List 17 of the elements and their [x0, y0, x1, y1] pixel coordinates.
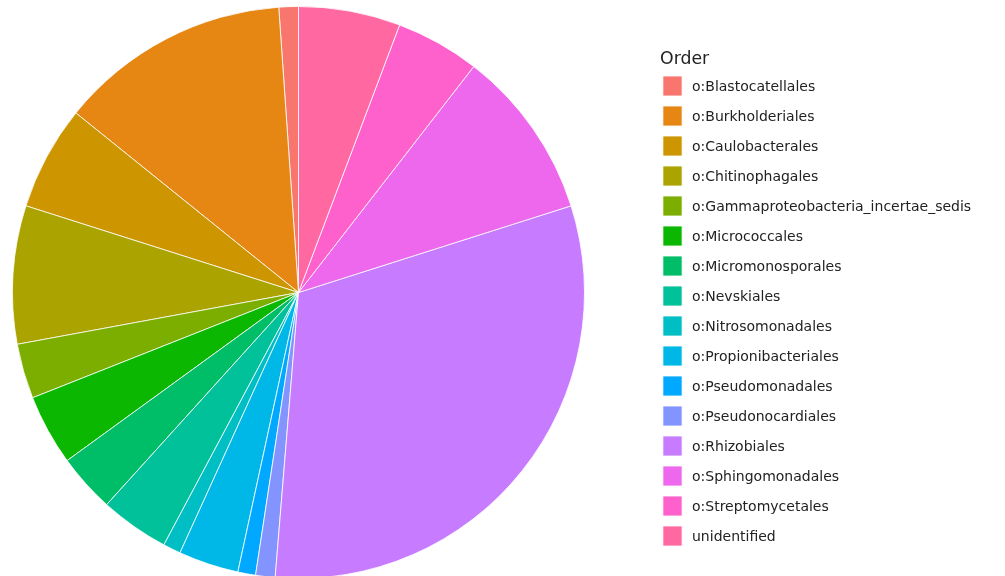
legend-label: o:Gammaproteobacteria_incertae_sedis	[692, 197, 972, 214]
legend-label: o:Propionibacteriales	[692, 347, 839, 364]
legend-label: o:Micrococcales	[692, 227, 803, 244]
legend-label: o:Chitinophagales	[692, 167, 819, 184]
legend-label: o:Pseudomonadales	[692, 377, 833, 394]
legend-label: o:Micromonosporales	[692, 257, 842, 274]
legend-label: o:Nitrosomonadales	[692, 317, 832, 334]
legend-label: o:Streptomycetales	[692, 497, 829, 514]
legend-label: o:Sphingomonadales	[692, 467, 840, 484]
legend-title: Order	[660, 48, 711, 68]
legend-label: o:Pseudonocardiales	[692, 407, 837, 424]
legend-label: o:Burkholderiales	[692, 107, 815, 124]
legend-label: unidentified	[692, 527, 776, 544]
legend-label: o:Nevskiales	[692, 287, 781, 304]
legend-label: o:Blastocatellales	[692, 77, 816, 94]
legend-label: o:Rhizobiales	[692, 437, 785, 454]
legend-label: o:Caulobacterales	[692, 137, 819, 154]
